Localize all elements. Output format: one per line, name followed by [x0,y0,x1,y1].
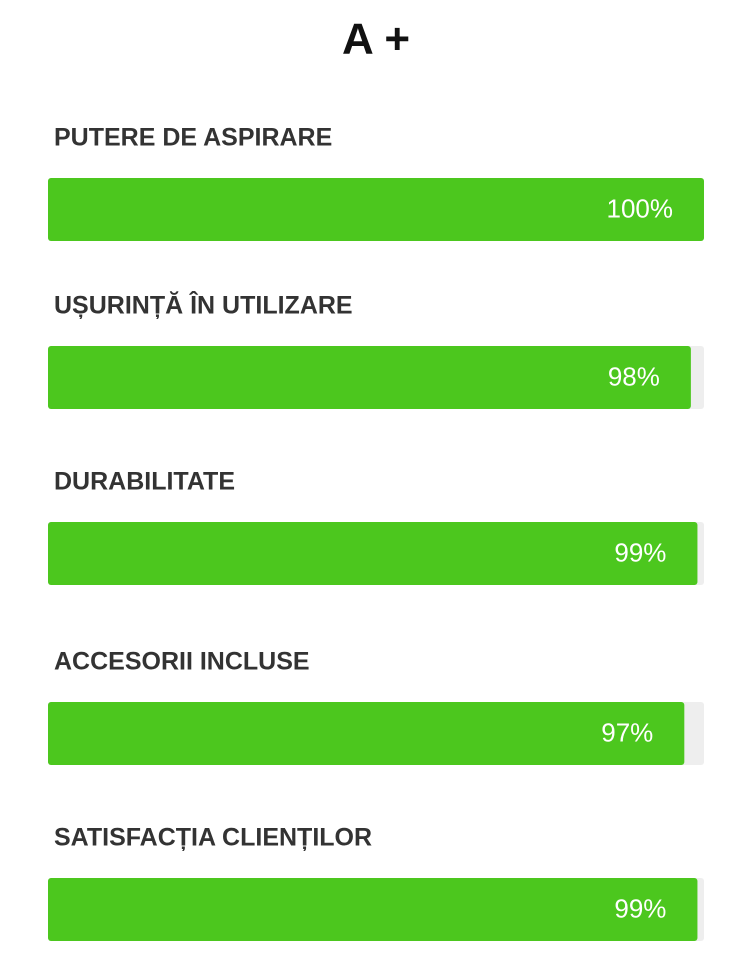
bar [48,178,704,241]
value-label: 98% [608,361,660,391]
bar-label: ACCESORII INCLUSE [54,648,310,676]
bar-label: DURABILITATE [54,468,235,496]
bar [48,522,698,585]
value-label: 99% [614,893,666,923]
bar [48,878,698,941]
bar [48,702,685,765]
bar-label: UȘURINȚĂ ÎN UTILIZARE [54,290,353,320]
bar-label: SATISFACȚIA CLIENȚILOR [54,824,372,852]
value-label: 97% [601,717,653,747]
value-label: 100% [607,193,674,223]
bar-label: PUTERE DE ASPIRARE [54,124,332,152]
chart-title: A + [342,15,410,64]
value-label: 99% [614,537,666,567]
bar [48,346,691,409]
